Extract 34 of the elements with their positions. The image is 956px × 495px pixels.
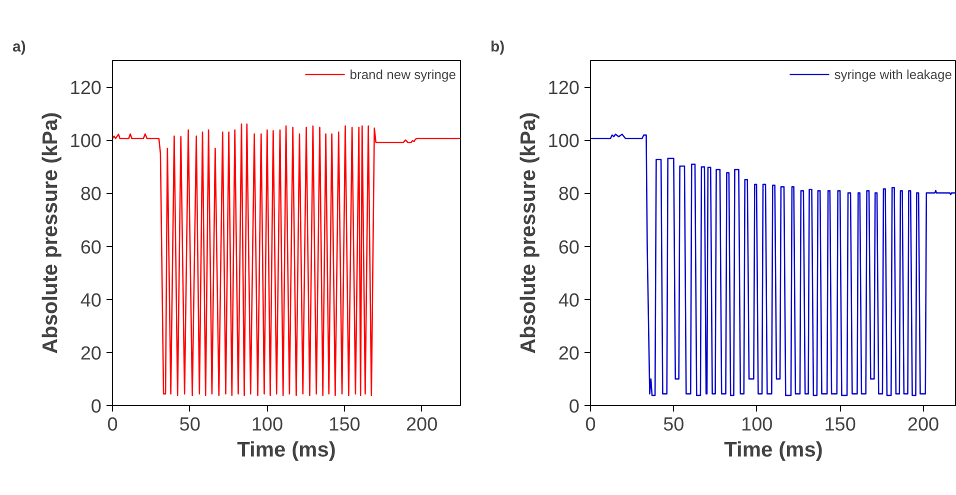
y-tick-label: 40 bbox=[80, 290, 102, 312]
x-tick-label: 50 bbox=[179, 414, 200, 436]
x-tick-label: 100 bbox=[251, 414, 284, 436]
y-tick-label: 100 bbox=[548, 131, 580, 152]
y-tick-label: 20 bbox=[80, 343, 102, 364]
x-tick-label: 50 bbox=[663, 414, 684, 436]
y-tick-label: 120 bbox=[548, 78, 580, 100]
y-tick-label: 120 bbox=[70, 78, 102, 100]
chart-title: b) bbox=[490, 38, 505, 56]
x-tick-label: 200 bbox=[907, 414, 940, 436]
x-tick-label: 150 bbox=[824, 414, 856, 436]
x-axis-title: Time (ms) bbox=[724, 438, 823, 462]
legend-label: syringe with leakage bbox=[834, 66, 952, 82]
line-series bbox=[112, 124, 460, 396]
y-axis-title: Absolute pressure (kPa) bbox=[38, 112, 62, 354]
legend-label: brand new syringe bbox=[350, 66, 456, 82]
y-tick-label: 80 bbox=[558, 184, 580, 206]
y-tick-label: 0 bbox=[90, 396, 102, 418]
chart-title: a) bbox=[12, 38, 26, 56]
y-tick-label: 80 bbox=[80, 184, 102, 206]
y-tick-label: 20 bbox=[558, 343, 580, 364]
y-tick-label: 0 bbox=[568, 396, 580, 418]
y-tick-label: 60 bbox=[80, 237, 102, 258]
x-tick-label: 0 bbox=[585, 414, 596, 436]
y-tick-label: 60 bbox=[558, 237, 580, 258]
x-tick-label: 100 bbox=[741, 414, 773, 436]
line-series bbox=[590, 134, 956, 396]
y-axis-title: Absolute pressure (kPa) bbox=[516, 112, 540, 354]
x-tick-label: 200 bbox=[406, 414, 438, 436]
x-axis-title: Time (ms) bbox=[237, 438, 336, 462]
y-tick-label: 100 bbox=[70, 131, 102, 152]
x-tick-label: 0 bbox=[107, 414, 118, 436]
y-tick-label: 40 bbox=[558, 290, 580, 312]
x-tick-label: 150 bbox=[328, 414, 360, 436]
